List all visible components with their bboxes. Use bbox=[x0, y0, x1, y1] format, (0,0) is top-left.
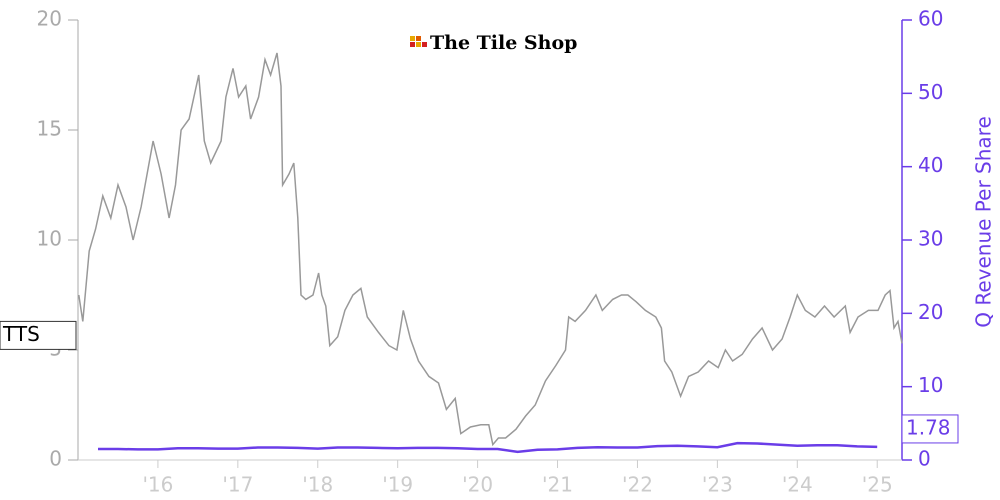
y2-tick-label: 30 bbox=[918, 227, 943, 251]
logo-icon bbox=[410, 42, 415, 47]
y2-tick-label: 10 bbox=[918, 373, 943, 397]
y2-tick-label: 0 bbox=[918, 447, 931, 471]
x-tick-label: '18 bbox=[302, 473, 333, 497]
logo: The Tile Shop bbox=[410, 32, 577, 54]
logo-icon bbox=[416, 42, 421, 47]
y-tick-label: 15 bbox=[37, 117, 62, 141]
y2-axis-label: Q Revenue Per Share bbox=[972, 116, 996, 328]
logo-text: The Tile Shop bbox=[430, 32, 577, 54]
logo-icon bbox=[422, 42, 427, 47]
logo-icon bbox=[410, 36, 415, 41]
x-tick-label: '19 bbox=[382, 473, 413, 497]
series-line bbox=[78, 52, 903, 447]
y-tick-label: 10 bbox=[37, 227, 62, 251]
value-label: 1.78 bbox=[906, 415, 951, 439]
y2-tick-label: 40 bbox=[918, 153, 943, 177]
y2-tick-label: 50 bbox=[918, 80, 943, 104]
x-tick-label: '16 bbox=[142, 473, 173, 497]
y2-tick-label: 60 bbox=[918, 7, 943, 31]
x-tick-label: '21 bbox=[542, 473, 573, 497]
x-tick-label: '20 bbox=[462, 473, 493, 497]
x-tick-label: '22 bbox=[622, 473, 653, 497]
x-tick-label: '17 bbox=[222, 473, 253, 497]
series-label: TTS bbox=[2, 322, 40, 346]
y-tick-label: 0 bbox=[49, 447, 62, 471]
logo-icon bbox=[416, 36, 421, 41]
x-tick-label: '25 bbox=[862, 473, 893, 497]
value-label-box bbox=[901, 414, 959, 444]
series-line bbox=[98, 441, 878, 454]
x-tick-label: '23 bbox=[702, 473, 733, 497]
y2-tick-label: 20 bbox=[918, 300, 943, 324]
series-label-box bbox=[0, 320, 77, 350]
y-tick-label: 20 bbox=[37, 7, 62, 31]
x-tick-label: '24 bbox=[782, 473, 813, 497]
